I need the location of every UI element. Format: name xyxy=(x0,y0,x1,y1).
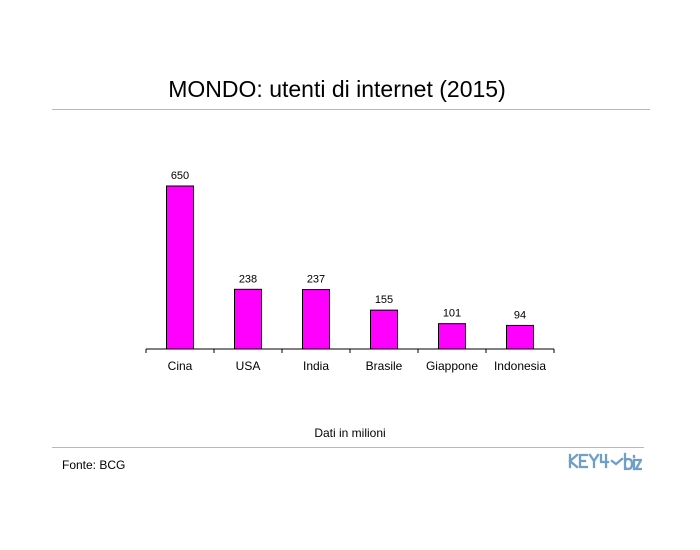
bar-india xyxy=(302,289,330,350)
bar-brasile xyxy=(370,309,398,350)
data-label: 94 xyxy=(514,309,526,321)
category-label: Cina xyxy=(168,359,193,373)
category-label: Brasile xyxy=(366,359,403,373)
data-label: 237 xyxy=(307,274,325,286)
units-note: Dati in milioni xyxy=(314,426,386,440)
source-text: Fonte: BCG xyxy=(62,458,126,472)
page-title: MONDO: utenti di internet (2015) xyxy=(168,76,506,102)
bar-indonesia xyxy=(506,324,534,350)
category-label: USA xyxy=(236,359,261,373)
data-label: 101 xyxy=(443,308,461,320)
key4biz-logo xyxy=(568,452,642,471)
data-label: 238 xyxy=(239,273,257,285)
category-label: Giappone xyxy=(426,359,478,373)
category-label: Indonesia xyxy=(494,359,546,373)
bar-giappone xyxy=(438,323,466,350)
category-label: India xyxy=(303,359,329,373)
bar-usa xyxy=(234,288,262,350)
bottom-divider xyxy=(52,447,644,448)
bar-cina xyxy=(166,185,194,350)
data-label: 650 xyxy=(171,170,189,182)
top-divider xyxy=(52,109,650,110)
data-label: 155 xyxy=(375,294,393,306)
